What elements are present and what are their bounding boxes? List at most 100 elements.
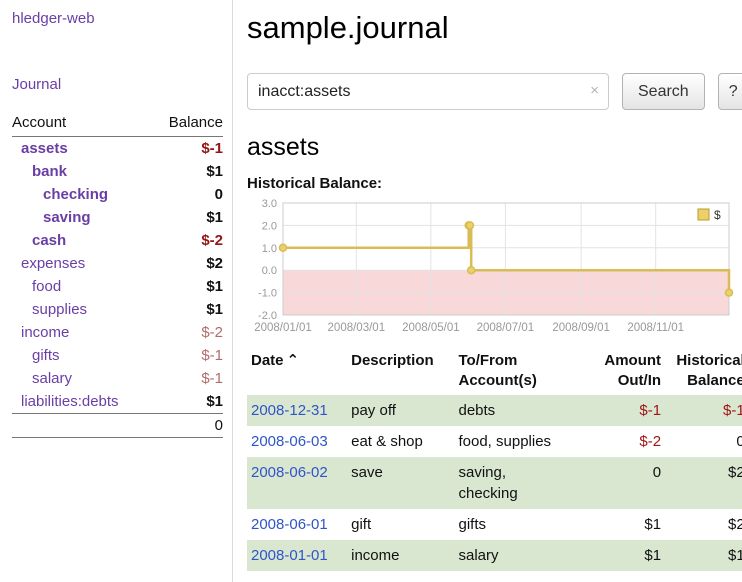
account-link-liabilities-debts[interactable]: liabilities:debts [21, 393, 119, 410]
register-row: 2008-01-01 income salary $1 $1 [247, 539, 742, 571]
register-date-cell: 2008-01-01 [247, 540, 347, 571]
register-balance-cell: 0 [736, 432, 742, 450]
register-header-balance: Historical Balance [665, 348, 742, 395]
account-name-cell: supplies [12, 298, 152, 321]
account-balance: $-2 [201, 324, 223, 341]
account-balance: $1 [206, 278, 223, 295]
svg-text:2008/05/01: 2008/05/01 [402, 322, 460, 334]
accounts-header-row: Account Balance [12, 110, 223, 137]
register-date-cell: 2008-06-03 [247, 426, 347, 457]
account-name-cell: salary [12, 367, 152, 390]
register-date-cell: 2008-12-31 [247, 395, 347, 426]
register-description-cell: pay off [351, 401, 396, 419]
account-name-cell: assets [12, 137, 152, 161]
account-balance: $-1 [201, 370, 223, 387]
register-balance-cell: $2 [728, 463, 742, 481]
account-name-cell: liabilities:debts [12, 390, 152, 414]
register-accounts-cell: salary [458, 546, 499, 564]
register-header-amount-line2: Out/In [617, 372, 662, 390]
clear-search-icon[interactable]: × [590, 82, 599, 99]
register-table: Date ⌃ Description To/From Account(s) Amo… [247, 348, 742, 571]
account-balance: $1 [206, 209, 223, 226]
register-row: 2008-06-01 gift gifts $1 $2 [247, 509, 742, 540]
register-header-description-label: Description [351, 352, 434, 369]
register-amount-cell: $-2 [639, 432, 662, 450]
help-button[interactable]: ? [717, 73, 742, 110]
search-input[interactable] [247, 73, 609, 110]
accounts-header-balance: Balance [151, 110, 223, 137]
register-header-row: Date ⌃ Description To/From Account(s) Amo… [247, 348, 742, 395]
account-link-food[interactable]: food [32, 278, 62, 295]
account-link-cash[interactable]: cash [32, 232, 67, 249]
register-accounts-cell: gifts [458, 515, 486, 533]
account-row: income $-2 [12, 321, 223, 344]
transaction-date-link[interactable]: 2008-12-31 [251, 401, 328, 419]
account-row: expenses $2 [12, 252, 223, 275]
register-header-balance-line1: Historical [676, 352, 742, 369]
account-name-cell: food [12, 275, 152, 298]
svg-text:2008/09/01: 2008/09/01 [552, 322, 610, 334]
account-name-cell: saving [12, 206, 152, 229]
search-bar: × Search ? [247, 73, 742, 110]
page-title: sample.journal [247, 10, 449, 45]
account-heading: assets [247, 133, 320, 161]
svg-text:-1.0: -1.0 [258, 288, 277, 300]
app-title-link[interactable]: hledger-web [12, 10, 95, 27]
account-row: checking 0 [12, 183, 223, 206]
register-amount-cell: $-1 [639, 401, 662, 419]
transaction-date-link[interactable]: 2008-06-03 [251, 432, 328, 450]
svg-text:2.0: 2.0 [262, 220, 277, 232]
register-row: 2008-12-31 pay off debts $-1 $-1 [247, 394, 742, 426]
register-balance-cell: $2 [728, 515, 742, 533]
account-balance: $2 [206, 255, 223, 272]
register-header-accounts-line1: To/From [458, 352, 518, 369]
account-link-checking[interactable]: checking [43, 186, 109, 203]
register-header-date[interactable]: Date ⌃ [247, 348, 347, 395]
transaction-date-link[interactable]: 2008-01-01 [251, 546, 328, 564]
account-row: salary $-1 [12, 367, 223, 390]
svg-text:2008/03/01: 2008/03/01 [328, 322, 386, 334]
register-description-cell: income [351, 546, 400, 564]
transaction-date-link[interactable]: 2008-06-01 [251, 515, 328, 533]
register-row: 2008-06-03 eat & shop food, supplies $-2 0 [247, 426, 742, 457]
account-balance: $-2 [201, 232, 223, 249]
svg-text:1.0: 1.0 [262, 243, 277, 255]
historical-balance-chart: 3.0 2.0 1.0 0.0 -1.0 -2.0 2008/01/01 2008/03/01… [247, 197, 742, 340]
account-link-income[interactable]: income [21, 324, 70, 341]
register-header-accounts-line2: Account(s) [458, 372, 537, 390]
register-header-amount: Amount Out/In [591, 348, 665, 395]
account-link-salary[interactable]: salary [32, 370, 73, 387]
account-row: cash $-2 [12, 229, 223, 252]
account-link-supplies[interactable]: supplies [32, 301, 88, 318]
sort-ascending-icon: ⌃ [286, 352, 300, 369]
svg-text:3.0: 3.0 [262, 198, 277, 210]
register-header-balance-line2: Balance [687, 372, 742, 390]
register-accounts-cell: saving, checking [458, 463, 518, 502]
account-link-gifts[interactable]: gifts [32, 347, 60, 364]
account-link-assets[interactable]: assets [21, 140, 68, 157]
account-balance: $1 [206, 393, 223, 410]
account-link-saving[interactable]: saving [43, 209, 91, 226]
search-button[interactable]: Search [622, 73, 705, 110]
register-amount-cell: 0 [652, 463, 662, 481]
main-content: sample.journal × Search ? assets Histori… [233, 0, 742, 582]
account-link-expenses[interactable]: expenses [21, 255, 86, 272]
register-header-accounts: To/From Account(s) [454, 348, 590, 395]
transaction-date-link[interactable]: 2008-06-02 [251, 463, 328, 481]
accounts-total-row: 0 [12, 413, 223, 438]
account-row: saving $1 [12, 206, 223, 229]
account-row: bank $1 [12, 160, 223, 183]
account-balance: $1 [206, 163, 223, 180]
account-row: gifts $-1 [12, 344, 223, 367]
account-name-cell: cash [12, 229, 152, 252]
svg-text:2008/07/01: 2008/07/01 [477, 322, 535, 334]
account-name-cell: expenses [12, 252, 152, 275]
register-date-cell: 2008-06-01 [247, 509, 347, 540]
account-balance: $-1 [201, 140, 223, 157]
account-link-bank[interactable]: bank [32, 163, 68, 180]
account-name-cell: income [12, 321, 152, 344]
svg-text:0.0: 0.0 [262, 265, 277, 277]
account-balance: $1 [206, 301, 223, 318]
journal-link[interactable]: Journal [12, 76, 62, 93]
